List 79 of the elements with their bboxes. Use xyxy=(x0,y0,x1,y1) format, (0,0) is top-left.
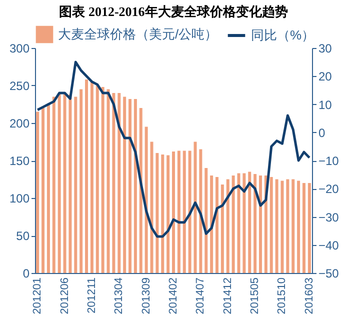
bar xyxy=(204,168,208,273)
bar xyxy=(172,152,175,273)
bar xyxy=(46,104,50,273)
bar xyxy=(58,93,61,273)
bar xyxy=(112,93,116,273)
x-tick-label: 201603 xyxy=(303,278,316,314)
bar xyxy=(188,150,192,273)
bar xyxy=(286,179,290,273)
y2-tick-label: −30 xyxy=(318,210,340,224)
bar xyxy=(106,89,110,273)
bar xyxy=(226,179,230,273)
bar xyxy=(182,150,186,273)
bar xyxy=(216,177,218,273)
x-tick-label: 201407 xyxy=(194,278,207,314)
bar xyxy=(275,179,278,273)
x-tick-label: 201510 xyxy=(276,278,288,314)
bar xyxy=(101,87,104,273)
line-series xyxy=(36,60,311,238)
bar xyxy=(68,94,72,273)
bar xyxy=(258,176,262,273)
y-tick-label: 50 xyxy=(16,229,30,243)
bar xyxy=(248,172,252,273)
bar xyxy=(42,108,45,273)
y-tick-label: 150 xyxy=(9,154,30,168)
bar xyxy=(292,179,295,273)
bar xyxy=(302,183,306,273)
y2-tick-label: −10 xyxy=(318,154,340,168)
bar xyxy=(85,80,88,273)
bar xyxy=(134,99,137,273)
y-tick-label: 0 xyxy=(22,266,30,280)
y2-tick-label: −20 xyxy=(318,182,340,196)
bar xyxy=(52,96,56,273)
y2-tick-label: −50 xyxy=(318,266,340,280)
bar xyxy=(96,86,99,273)
bar xyxy=(177,150,180,273)
bar xyxy=(220,184,224,273)
bar xyxy=(36,112,40,273)
bar xyxy=(210,176,214,273)
x-tick-label: 201206 xyxy=(58,278,71,314)
x-tick-label: 201211 xyxy=(86,278,98,314)
legend-label: 大麦全球价格（美元/公吨） xyxy=(58,26,218,42)
bar xyxy=(144,126,148,273)
y-tick-label: 250 xyxy=(9,79,30,93)
y2-tick-label: 30 xyxy=(318,42,332,56)
x-tick-label: 201309 xyxy=(140,278,152,314)
x-tick-label: 201505 xyxy=(249,278,262,314)
bar xyxy=(80,89,83,273)
bar xyxy=(254,174,257,273)
bar xyxy=(74,96,78,273)
legend-label: 同比（%） xyxy=(251,28,315,42)
bar xyxy=(237,173,240,273)
bar xyxy=(242,173,246,273)
bar xyxy=(270,177,273,273)
x-tick-label: 201412 xyxy=(222,278,234,314)
y2-tick-label: 0 xyxy=(318,126,326,140)
y-tick-label: 300 xyxy=(9,42,30,56)
bar xyxy=(166,155,170,273)
bar xyxy=(128,99,132,273)
bar xyxy=(156,153,159,273)
y-tick-label: 100 xyxy=(9,192,30,206)
bar xyxy=(123,96,126,273)
bar xyxy=(139,108,142,273)
x-tick-label: 201402 xyxy=(168,278,180,314)
bar xyxy=(161,154,164,273)
y-tick-label: 200 xyxy=(9,116,30,130)
bar xyxy=(118,93,121,273)
bar xyxy=(280,180,284,273)
y2-tick-label: 10 xyxy=(318,98,332,112)
bar xyxy=(308,183,311,273)
bar xyxy=(90,82,94,273)
x-tick-label: 201201 xyxy=(32,278,44,314)
bar xyxy=(297,180,300,273)
bar xyxy=(63,93,66,273)
y2-tick-label: −40 xyxy=(318,238,340,252)
chart-title: 图表 2012-2016年大麦全球价格变化趋势 xyxy=(59,4,288,19)
bar xyxy=(232,176,235,273)
bar xyxy=(199,149,202,273)
x-tick-label: 201304 xyxy=(113,278,126,314)
y2-tick-label: 20 xyxy=(318,70,332,84)
